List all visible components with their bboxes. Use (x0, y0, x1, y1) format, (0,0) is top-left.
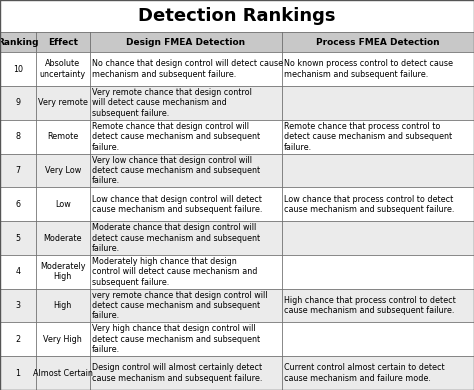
Text: 8: 8 (15, 132, 20, 141)
Text: Remote: Remote (47, 132, 78, 141)
Text: Moderate chance that design control will
detect cause mechanism and subsequent
f: Moderate chance that design control will… (92, 223, 260, 253)
Text: Almost Certain: Almost Certain (33, 369, 93, 378)
Bar (282, 187, 474, 221)
Bar (0, 32, 36, 52)
Text: Moderately
High: Moderately High (40, 262, 85, 282)
Text: 6: 6 (15, 200, 20, 209)
Bar (90, 323, 282, 356)
Text: Low chance that design control will detect
cause mechanism and subsequent failur: Low chance that design control will dete… (92, 195, 262, 214)
Text: Design FMEA Detection: Design FMEA Detection (127, 37, 246, 47)
Text: No known process control to detect cause
mechanism and subsequent failure.: No known process control to detect cause… (284, 59, 453, 79)
Text: 9: 9 (15, 98, 20, 107)
Text: Remote chance that design control will
detect cause mechanism and subsequent
fai: Remote chance that design control will d… (92, 122, 260, 152)
Text: High: High (54, 301, 72, 310)
Bar (36, 120, 90, 154)
Text: Very Low: Very Low (45, 166, 81, 175)
Bar (0, 187, 36, 221)
Bar (282, 323, 474, 356)
Text: Absolute
uncertainty: Absolute uncertainty (40, 59, 86, 79)
Text: 7: 7 (15, 166, 20, 175)
Bar (36, 255, 90, 289)
Text: Low: Low (55, 200, 71, 209)
Bar (36, 86, 90, 120)
Text: Design control will almost certainly detect
cause mechanism and subsequent failu: Design control will almost certainly det… (92, 363, 262, 383)
Text: Remote chance that process control to
detect cause mechanism and subsequent
fail: Remote chance that process control to de… (284, 122, 452, 152)
Text: Very remote chance that design control
will detect cause mechanism and
subsequen: Very remote chance that design control w… (92, 88, 252, 118)
Text: very remote chance that design control will
detect cause mechanism and subsequen: very remote chance that design control w… (92, 291, 267, 321)
Text: Very low chance that design control will
detect cause mechanism and subsequent
f: Very low chance that design control will… (92, 156, 260, 185)
Bar (36, 289, 90, 323)
Text: 5: 5 (15, 234, 20, 243)
Bar (282, 86, 474, 120)
Text: High chance that process control to detect
cause mechanism and subsequent failur: High chance that process control to dete… (284, 296, 456, 315)
Bar (282, 154, 474, 187)
Bar (36, 32, 90, 52)
Bar (0, 289, 36, 323)
Text: Process FMEA Detection: Process FMEA Detection (316, 37, 440, 47)
Bar (0, 0, 474, 32)
Text: Effect: Effect (48, 37, 78, 47)
Text: 3: 3 (15, 301, 20, 310)
Bar (90, 187, 282, 221)
Text: 1: 1 (15, 369, 20, 378)
Text: 10: 10 (13, 65, 23, 74)
Bar (90, 52, 282, 86)
Bar (282, 120, 474, 154)
Bar (282, 255, 474, 289)
Bar (0, 86, 36, 120)
Bar (90, 255, 282, 289)
Bar (90, 120, 282, 154)
Text: Moderate: Moderate (44, 234, 82, 243)
Bar (90, 32, 282, 52)
Bar (36, 221, 90, 255)
Bar (36, 52, 90, 86)
Bar (0, 323, 36, 356)
Text: Current control almost certain to detect
cause mechanism and failure mode.: Current control almost certain to detect… (284, 363, 445, 383)
Text: Very high chance that design control will
detect cause mechanism and subsequent
: Very high chance that design control wil… (92, 324, 260, 354)
Bar (0, 52, 36, 86)
Bar (0, 356, 36, 390)
Bar (90, 154, 282, 187)
Bar (0, 255, 36, 289)
Text: 2: 2 (15, 335, 20, 344)
Text: Very remote: Very remote (38, 98, 88, 107)
Bar (36, 323, 90, 356)
Bar (282, 289, 474, 323)
Bar (90, 356, 282, 390)
Text: 4: 4 (15, 267, 20, 276)
Bar (90, 86, 282, 120)
Bar (0, 154, 36, 187)
Text: Very High: Very High (44, 335, 82, 344)
Text: Moderately high chance that design
control will detect cause mechanism and
subse: Moderately high chance that design contr… (92, 257, 257, 287)
Text: Ranking: Ranking (0, 37, 38, 47)
Bar (90, 289, 282, 323)
Bar (282, 221, 474, 255)
Bar (36, 187, 90, 221)
Bar (282, 52, 474, 86)
Bar (0, 120, 36, 154)
Text: No chance that design control will detect cause
mechanism and subsequent failure: No chance that design control will detec… (92, 59, 283, 79)
Bar (282, 356, 474, 390)
Bar (282, 32, 474, 52)
Bar (36, 154, 90, 187)
Bar (36, 356, 90, 390)
Text: Detection Rankings: Detection Rankings (138, 7, 336, 25)
Bar (0, 221, 36, 255)
Bar (90, 221, 282, 255)
Text: Low chance that process control to detect
cause mechanism and subsequent failure: Low chance that process control to detec… (284, 195, 454, 214)
